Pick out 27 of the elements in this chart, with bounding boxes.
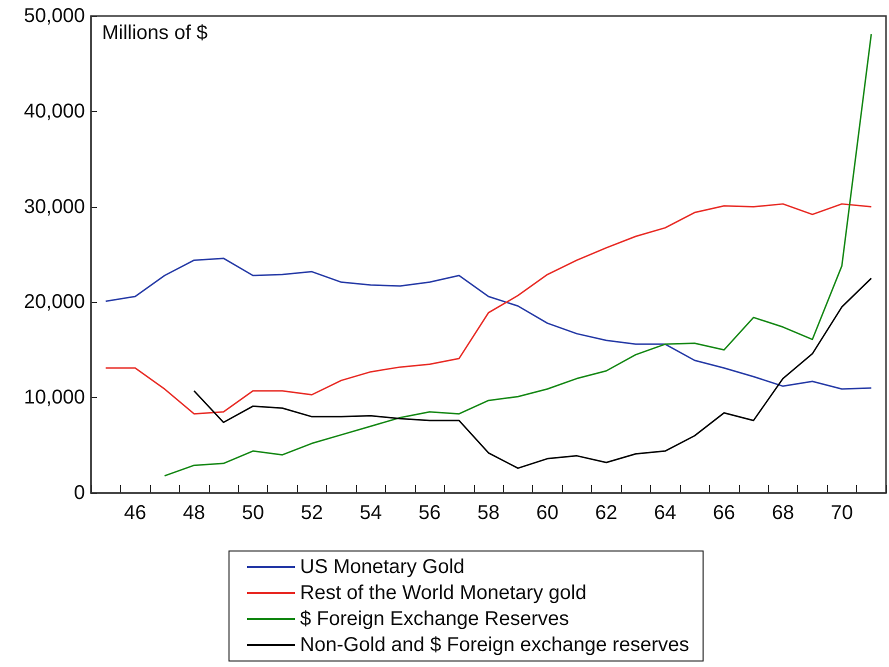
y-tick-label: 30,000: [24, 196, 85, 218]
legend-label: Rest of the World Monetary gold: [300, 582, 586, 604]
x-tick-label: 58: [477, 502, 500, 524]
y-tick-label: 10,000: [24, 386, 85, 409]
y-tick-label: 40,000: [24, 100, 85, 122]
y-tick-label: 50,000: [24, 5, 85, 27]
x-tick-label: 62: [595, 502, 618, 524]
x-tick-label: 56: [418, 502, 441, 524]
x-tick-label: 50: [242, 502, 264, 524]
y-tick-label: 20,000: [24, 291, 85, 314]
legend-label: Non-Gold and $ Foreign exchange reserves: [300, 634, 690, 656]
x-tick-label: 64: [654, 502, 676, 524]
y-tick-label: 0: [74, 482, 85, 504]
x-tick-label: 70: [830, 502, 853, 524]
line-series: [104, 258, 872, 390]
line-series: [104, 203, 872, 415]
x-tick-label: 54: [360, 502, 382, 524]
legend-label: US Monetary Gold: [300, 556, 465, 578]
x-tick-label: 66: [712, 502, 736, 524]
line-series: [193, 278, 872, 469]
y-axis-title: Millions of $: [102, 22, 208, 44]
x-tick-label: 48: [182, 502, 206, 524]
x-tick-label: 46: [124, 502, 146, 524]
x-tick-label: 68: [772, 502, 794, 524]
x-tick-label: 52: [300, 502, 323, 524]
legend-label: $ Foreign Exchange Reserves: [300, 608, 570, 630]
x-tick-label: 60: [536, 502, 559, 524]
